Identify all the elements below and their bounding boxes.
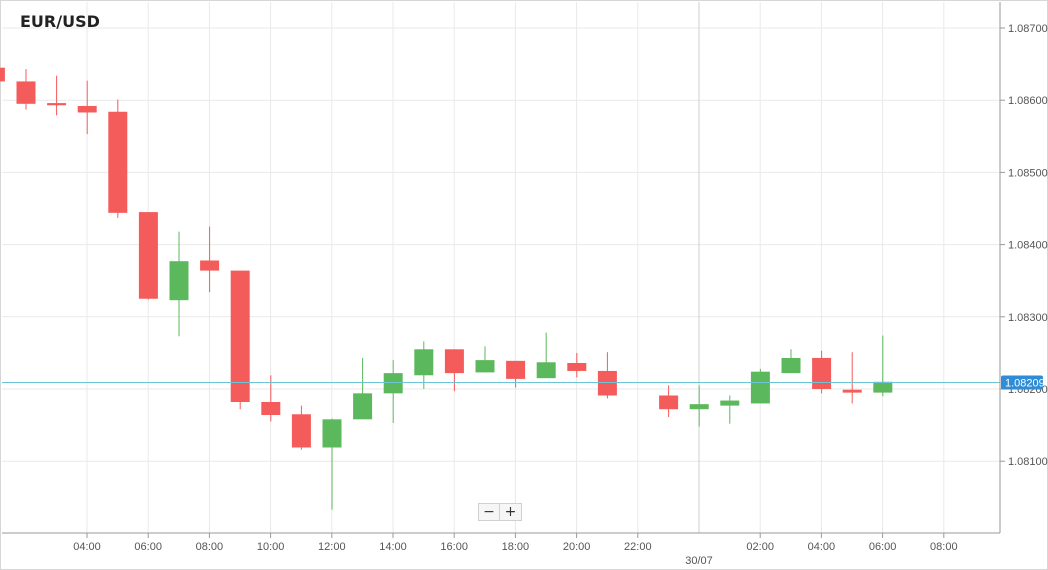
candle (506, 360, 526, 388)
candle-body (873, 381, 893, 393)
x-axis: 04:00 06:00 08:00 10:00 12:00 14:00 16:00 18:00… (73, 533, 958, 567)
candle-body (0, 67, 5, 82)
y-tick-label: 1.08600 (1008, 95, 1048, 107)
candle-body (536, 362, 556, 379)
candle-body (169, 261, 189, 301)
candle-body (567, 363, 587, 371)
candle (750, 368, 770, 404)
candle (781, 349, 801, 374)
grid (2, 2, 1000, 533)
candle-body (322, 419, 342, 448)
candle-body (720, 400, 740, 406)
candle (77, 80, 97, 135)
x-tick-label: 14:00 (379, 541, 407, 553)
candle (842, 352, 862, 404)
x-tick-label: 12:00 (318, 541, 346, 553)
candle-body (842, 389, 862, 393)
candle-body (689, 404, 709, 410)
candle-body (16, 81, 36, 104)
candle-body (812, 357, 832, 389)
candle (536, 332, 556, 379)
x-tick-label: 10:00 (257, 541, 285, 553)
candle-body (414, 349, 434, 376)
candle (414, 341, 434, 389)
candle-body (138, 212, 158, 299)
y-tick-label: 1.08500 (1008, 167, 1048, 179)
x-tick-label: 08:00 (196, 541, 224, 553)
candle (108, 99, 128, 218)
candle-body (750, 371, 770, 404)
candle-body (506, 360, 526, 379)
x-tick-label: 06:00 (869, 541, 897, 553)
candle (659, 385, 679, 418)
candle-body (444, 349, 464, 374)
x-tick-label: 22:00 (624, 541, 652, 553)
candle (353, 357, 373, 420)
day-divider-label: 30/07 (685, 555, 713, 567)
axes (2, 2, 1001, 534)
candle (291, 405, 311, 450)
x-tick-label: 08:00 (930, 541, 958, 553)
x-tick-label: 04:00 (73, 541, 101, 553)
candle (720, 395, 740, 424)
candle (597, 352, 617, 399)
x-tick-label: 02:00 (746, 541, 774, 553)
candle-body (261, 401, 281, 415)
y-tick-label: 1.08100 (1008, 456, 1048, 468)
candle-body (77, 105, 97, 113)
current-price-tag-bg (1001, 375, 1043, 390)
candle (322, 418, 342, 510)
candle-body (383, 373, 403, 394)
candle (873, 335, 893, 397)
zoom-controls: − + (478, 503, 522, 521)
x-tick-label: 18:00 (502, 541, 530, 553)
x-tick-label: 16:00 (440, 541, 468, 553)
candle-body (659, 395, 679, 410)
candle-body (200, 260, 220, 271)
candle-body (475, 360, 495, 373)
zoom-out-button[interactable]: − (478, 503, 500, 521)
zoom-in-button[interactable]: + (500, 503, 522, 521)
candles (0, 67, 893, 510)
candle-body (47, 103, 67, 106)
x-tick-label: 06:00 (134, 541, 162, 553)
y-tick-label: 1.08300 (1008, 312, 1048, 324)
current-price-tag: 1.08209 (1001, 375, 1045, 390)
candle (567, 352, 587, 378)
current-price-label: 1.08209 (1005, 378, 1045, 390)
y-tick-label: 1.08400 (1008, 240, 1048, 252)
candle (383, 360, 403, 423)
x-tick-label: 04:00 (808, 541, 836, 553)
y-tick-label: 1.08700 (1008, 23, 1048, 35)
candle (16, 69, 36, 110)
candle-body (597, 370, 617, 396)
candle-body (781, 357, 801, 374)
x-tick-label: 20:00 (563, 541, 591, 553)
candle (812, 350, 832, 394)
chart-title: EUR/USD (20, 12, 100, 31)
candle (200, 226, 220, 293)
candle (689, 385, 709, 427)
candle (47, 75, 67, 116)
candle (475, 346, 495, 373)
candle (0, 67, 5, 82)
y-axis: 1.081001.082001.083001.084001.085001.086… (1000, 23, 1048, 468)
candle-body (291, 414, 311, 448)
candle (444, 349, 464, 392)
candle-body (353, 393, 373, 420)
candle (230, 270, 250, 410)
candle (138, 212, 158, 300)
candle-body (230, 270, 250, 402)
candle (169, 231, 189, 337)
candle-body (108, 111, 128, 213)
